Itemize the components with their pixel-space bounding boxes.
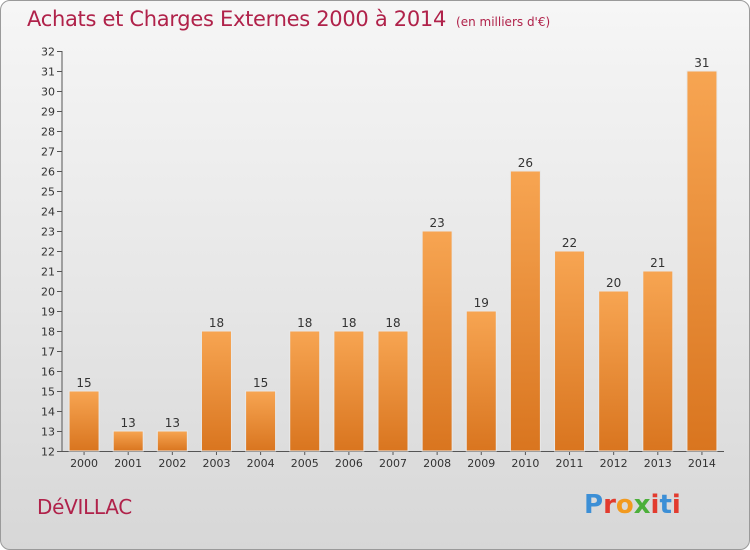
labels-layer: 15 13 13 18 15 18 18 18 23 19 26 22 20 21 31 xyxy=(76,56,709,430)
bar[interactable] xyxy=(68,390,100,452)
bar[interactable] xyxy=(377,330,409,452)
bar[interactable] xyxy=(245,390,277,452)
y-tick-label: 22 xyxy=(41,246,55,259)
y-tick-label: 31 xyxy=(41,66,55,79)
bar[interactable] xyxy=(200,330,232,452)
y-tick-label: 16 xyxy=(41,366,55,379)
bars-layer xyxy=(68,70,718,452)
axis-layer: 12 13 14 15 16 17 18 19 20 21 22 23 24 25 26 27 28 29 30 31… xyxy=(41,46,724,470)
logo-letter: o xyxy=(615,490,634,520)
bar-value-label: 18 xyxy=(209,316,224,330)
x-tick-label: 2003 xyxy=(202,457,230,470)
y-tick-label: 32 xyxy=(41,46,55,59)
bar[interactable] xyxy=(686,70,718,452)
bar-value-label: 13 xyxy=(121,416,136,430)
y-tick-label: 24 xyxy=(41,206,55,219)
logo-letter: t xyxy=(659,490,672,520)
x-tick-label: 2010 xyxy=(511,457,539,470)
bar-value-label: 21 xyxy=(650,256,665,270)
y-tick-label: 21 xyxy=(41,266,55,279)
x-tick-label: 2001 xyxy=(114,457,142,470)
x-tick-label: 2011 xyxy=(556,457,584,470)
x-tick-label: 2000 xyxy=(70,457,98,470)
bar[interactable] xyxy=(112,430,144,452)
y-tick-label: 12 xyxy=(41,446,55,459)
bar[interactable] xyxy=(509,170,541,452)
y-tick-label: 18 xyxy=(41,326,55,339)
chart-unit: (en milliers d'€) xyxy=(456,15,551,29)
x-tick-label: 2005 xyxy=(291,457,319,470)
y-tick-label: 14 xyxy=(41,406,55,419)
y-tick-label: 29 xyxy=(41,106,55,119)
bar-value-label: 13 xyxy=(165,416,180,430)
x-tick-label: 2002 xyxy=(158,457,186,470)
x-tick-label: 2009 xyxy=(467,457,495,470)
bar[interactable] xyxy=(333,330,365,452)
bar-value-label: 18 xyxy=(385,316,400,330)
bar[interactable] xyxy=(156,430,188,452)
logo-letter: r xyxy=(603,490,616,520)
logo-letter: i xyxy=(650,490,660,520)
bar-value-label: 15 xyxy=(253,376,268,390)
title-row: Achats et Charges Externes 2000 à 2014 (e… xyxy=(27,7,550,31)
x-tick-label: 2007 xyxy=(379,457,407,470)
y-tick-label: 30 xyxy=(41,86,55,99)
x-tick-label: 2008 xyxy=(423,457,451,470)
y-tick-label: 17 xyxy=(41,346,55,359)
bar-value-label: 31 xyxy=(694,56,709,70)
logo-letter: P xyxy=(584,490,604,520)
proxiti-logo[interactable]: Proxiti xyxy=(584,490,681,520)
bar-value-label: 15 xyxy=(76,376,91,390)
x-tick-label: 2014 xyxy=(688,457,716,470)
logo-letter: x xyxy=(633,490,651,520)
x-tick-label: 2012 xyxy=(600,457,628,470)
x-tick-label: 2013 xyxy=(644,457,672,470)
commune-name: DéVILLAC xyxy=(37,495,132,519)
bar[interactable] xyxy=(642,270,674,452)
y-tick-label: 15 xyxy=(41,386,55,399)
y-tick-label: 27 xyxy=(41,146,55,159)
y-tick-label: 28 xyxy=(41,126,55,139)
y-tick-label: 19 xyxy=(41,306,55,319)
y-tick-label: 25 xyxy=(41,186,55,199)
y-tick-label: 13 xyxy=(41,426,55,439)
y-tick-label: 20 xyxy=(41,286,55,299)
chart-title: Achats et Charges Externes 2000 à 2014 xyxy=(27,7,447,31)
bar[interactable] xyxy=(289,330,321,452)
bar[interactable] xyxy=(598,290,630,452)
bar[interactable] xyxy=(421,230,453,452)
bar-value-label: 26 xyxy=(518,156,533,170)
logo-letter: i xyxy=(671,490,681,520)
x-tick-label: 2006 xyxy=(335,457,363,470)
bar-value-label: 22 xyxy=(562,236,577,250)
x-tick-label: 2004 xyxy=(247,457,275,470)
bar-value-label: 19 xyxy=(474,296,489,310)
y-tick-label: 23 xyxy=(41,226,55,239)
bar-value-label: 20 xyxy=(606,276,621,290)
bar-value-label: 23 xyxy=(429,216,444,230)
bar-value-label: 18 xyxy=(297,316,312,330)
bar[interactable] xyxy=(465,310,497,452)
bar-value-label: 18 xyxy=(341,316,356,330)
bar[interactable] xyxy=(554,250,586,452)
y-tick-label: 26 xyxy=(41,166,55,179)
